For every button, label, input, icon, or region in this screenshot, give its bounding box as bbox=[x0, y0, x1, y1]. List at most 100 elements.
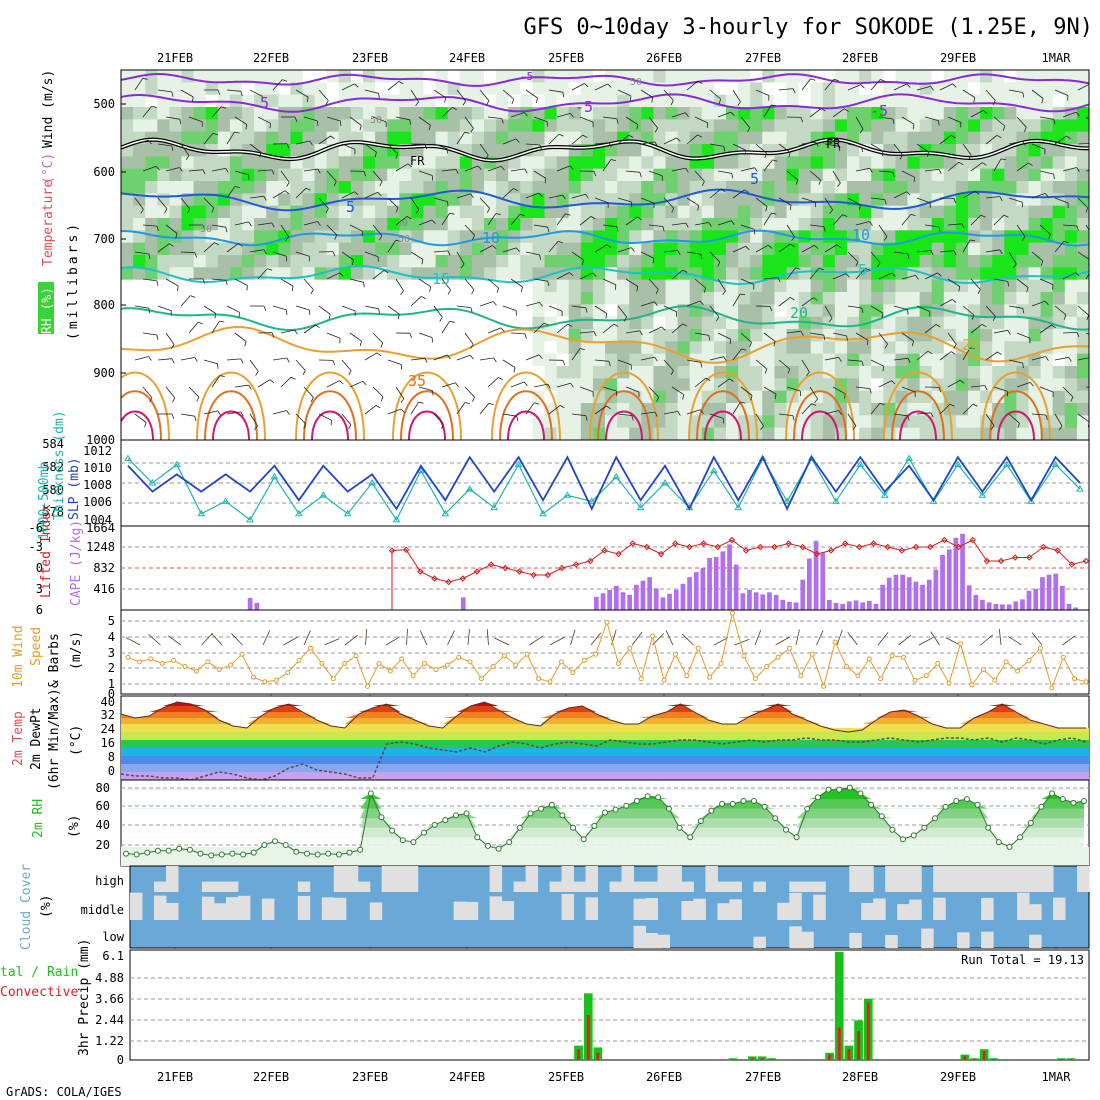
rh-cell bbox=[471, 279, 485, 293]
rh-cell bbox=[605, 82, 618, 96]
wind-barb bbox=[579, 216, 592, 226]
wind-barb-flag bbox=[263, 305, 267, 311]
lifted-index-point bbox=[700, 540, 707, 547]
wind-barb bbox=[157, 197, 168, 209]
lifted-index-point bbox=[997, 557, 1005, 565]
rh-cell bbox=[980, 316, 993, 330]
rh-cell bbox=[701, 366, 715, 379]
wind-barb bbox=[134, 305, 149, 309]
rh-cell bbox=[193, 255, 207, 268]
rh-cell bbox=[387, 255, 400, 268]
wind-barb-flag bbox=[767, 244, 773, 249]
rh-cell bbox=[423, 70, 437, 83]
wind-barb bbox=[364, 305, 379, 310]
rh-cell bbox=[423, 218, 437, 231]
rh-cell bbox=[314, 168, 328, 182]
thickness-label-2: Thickness (dm) bbox=[52, 410, 67, 520]
wind-barb-flag bbox=[1075, 272, 1080, 277]
rh-cell bbox=[895, 366, 909, 379]
wind-barb bbox=[832, 273, 847, 280]
wind-barb bbox=[801, 197, 816, 203]
wind-barb-flag bbox=[544, 178, 547, 184]
rh-cell bbox=[242, 181, 255, 194]
rh-cell bbox=[326, 255, 340, 268]
wind-barb bbox=[847, 305, 862, 309]
rh-cell bbox=[375, 181, 388, 194]
cape-bar bbox=[793, 602, 799, 610]
rh-cell bbox=[883, 316, 896, 330]
top-date-label: 25FEB bbox=[548, 51, 584, 65]
wind-barb bbox=[625, 330, 640, 334]
wind-barb-flag bbox=[460, 263, 465, 269]
rh-cell bbox=[1004, 279, 1017, 293]
rh-cell bbox=[169, 316, 183, 330]
wind-barb-flag bbox=[754, 167, 758, 173]
wind-barb-flag bbox=[705, 377, 711, 381]
wind-barb-flag bbox=[1048, 234, 1051, 240]
wind-barb-flag bbox=[455, 382, 459, 387]
cloud-cell bbox=[225, 881, 239, 892]
rh-cell bbox=[290, 316, 304, 330]
wind-barb bbox=[809, 267, 820, 280]
rh-cell bbox=[471, 378, 485, 392]
rh-cell bbox=[1004, 181, 1017, 194]
temperature-band bbox=[121, 728, 1089, 732]
wind-barb bbox=[824, 244, 838, 253]
rh-cell bbox=[762, 427, 775, 440]
wind-barb-flag bbox=[823, 335, 826, 341]
rh-point bbox=[963, 796, 970, 803]
cape-bar bbox=[660, 597, 666, 610]
rh-cell bbox=[411, 107, 425, 120]
rh-cell bbox=[193, 156, 207, 170]
rh-cell bbox=[350, 94, 364, 108]
cloud-cell bbox=[789, 881, 802, 892]
rh-cell bbox=[980, 82, 993, 96]
rh-cell bbox=[895, 267, 909, 281]
rh-cell bbox=[435, 168, 449, 182]
wind-barb-flag bbox=[699, 300, 704, 306]
rh-cell bbox=[266, 131, 279, 145]
rh-cell bbox=[496, 242, 509, 256]
rh-cell bbox=[907, 70, 921, 83]
rh-cell bbox=[580, 205, 594, 219]
rh-cell bbox=[968, 267, 981, 281]
temp2m-label-2: 2m DewPt bbox=[29, 707, 44, 770]
wind-barb bbox=[249, 195, 264, 199]
rh-cell bbox=[968, 415, 981, 429]
rh-point bbox=[559, 812, 566, 819]
wind-barb bbox=[180, 143, 190, 156]
wind-barb bbox=[157, 89, 172, 93]
rh-cell bbox=[242, 390, 255, 404]
wind-tick: 1 bbox=[108, 677, 115, 691]
rh-cell bbox=[738, 341, 751, 355]
surface-warm-contour bbox=[997, 410, 1035, 440]
rh-cell bbox=[423, 156, 437, 170]
cloud-cell bbox=[861, 866, 874, 892]
rh-cell bbox=[592, 366, 606, 379]
rh-cell bbox=[617, 242, 630, 256]
contour-label: -5 bbox=[575, 98, 593, 116]
rh-cell bbox=[726, 292, 739, 305]
rh-cell bbox=[774, 82, 788, 96]
wind-barb bbox=[671, 323, 683, 334]
rh-cell bbox=[859, 205, 872, 219]
rh-cell bbox=[919, 292, 933, 305]
wind-barb bbox=[203, 359, 218, 365]
lifted-index-point bbox=[898, 547, 906, 554]
thickness-point bbox=[978, 491, 987, 498]
wind-barb-flag bbox=[662, 226, 665, 232]
rh-cell bbox=[726, 341, 739, 355]
rh-cell bbox=[169, 156, 183, 170]
rh-cell bbox=[701, 292, 715, 305]
wind10-barb bbox=[816, 630, 824, 646]
top-date-label: 21FEB bbox=[157, 51, 193, 65]
wind-barb-flag bbox=[569, 165, 574, 170]
thickness-point bbox=[856, 460, 865, 468]
rh-cell bbox=[726, 218, 739, 231]
thickness-point bbox=[1027, 497, 1036, 504]
wind-barb bbox=[272, 305, 287, 311]
wind-speed-point bbox=[228, 662, 234, 668]
wind-barb-flag bbox=[833, 78, 839, 82]
rh-cell bbox=[955, 168, 969, 182]
rh-cell bbox=[689, 366, 703, 379]
